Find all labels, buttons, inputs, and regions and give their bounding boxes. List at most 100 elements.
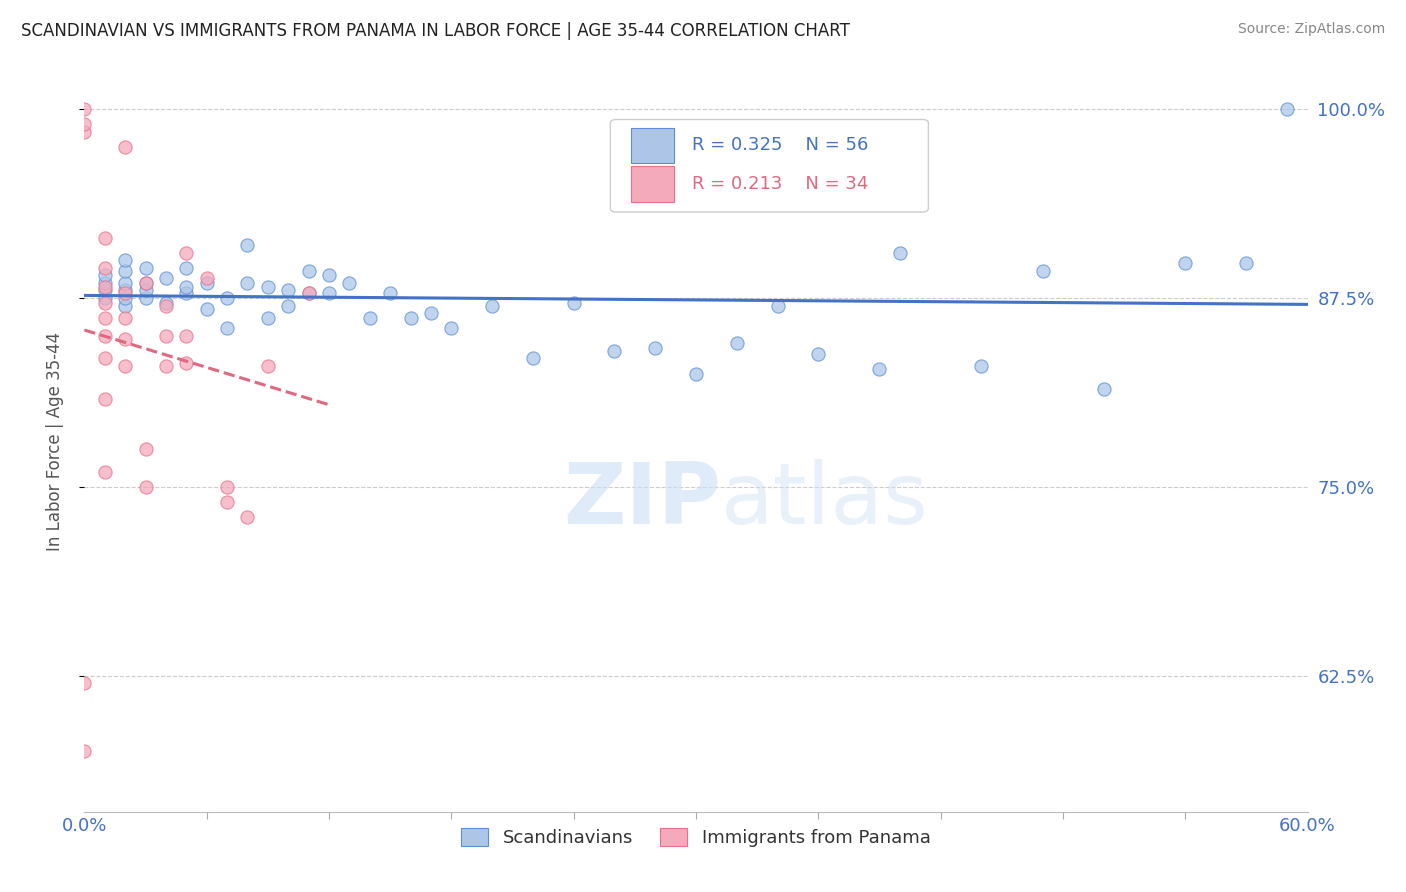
Point <box>114 310 136 325</box>
Point <box>217 291 239 305</box>
Text: Source: ZipAtlas.com: Source: ZipAtlas.com <box>1237 22 1385 37</box>
Point <box>135 442 157 456</box>
Point <box>236 238 259 252</box>
Point <box>73 117 96 131</box>
Point <box>277 284 299 298</box>
Point <box>93 310 115 325</box>
Point <box>73 102 96 116</box>
Point <box>73 125 96 139</box>
Point <box>236 276 259 290</box>
Point <box>257 280 280 294</box>
Point <box>562 295 585 310</box>
Point <box>135 480 157 494</box>
FancyBboxPatch shape <box>631 128 673 163</box>
Point <box>135 276 157 290</box>
Legend: Scandinavians, Immigrants from Panama: Scandinavians, Immigrants from Panama <box>454 821 938 855</box>
Point <box>522 351 544 366</box>
Point <box>195 301 218 316</box>
Point <box>195 271 218 285</box>
Point <box>93 328 115 343</box>
Point <box>73 676 96 690</box>
Point <box>114 264 136 278</box>
Point <box>603 343 626 358</box>
Point <box>73 744 96 758</box>
Point <box>174 286 197 301</box>
Point <box>217 321 239 335</box>
Point <box>725 336 748 351</box>
Point <box>93 276 115 290</box>
FancyBboxPatch shape <box>610 120 928 212</box>
Point <box>155 359 177 373</box>
Point <box>174 245 197 260</box>
Text: ZIP: ZIP <box>562 459 720 542</box>
Point <box>766 299 789 313</box>
Point <box>195 276 218 290</box>
Point <box>93 351 115 366</box>
Point <box>93 268 115 283</box>
Point <box>685 367 707 381</box>
Point <box>155 328 177 343</box>
Y-axis label: In Labor Force | Age 35-44: In Labor Force | Age 35-44 <box>45 332 63 551</box>
Text: R = 0.213    N = 34: R = 0.213 N = 34 <box>692 175 869 193</box>
Point <box>114 291 136 305</box>
FancyBboxPatch shape <box>631 166 673 202</box>
Point <box>93 465 115 479</box>
Point <box>1236 256 1258 270</box>
Point <box>93 392 115 407</box>
Point <box>399 310 422 325</box>
Point <box>440 321 463 335</box>
Point <box>236 510 259 524</box>
Point <box>420 306 443 320</box>
Point <box>135 291 157 305</box>
Point <box>1174 256 1197 270</box>
Point <box>93 295 115 310</box>
Point <box>339 276 361 290</box>
Point <box>359 310 381 325</box>
Point <box>135 284 157 298</box>
Point <box>114 253 136 268</box>
Point <box>869 362 891 376</box>
Point <box>807 347 830 361</box>
Point <box>93 291 115 305</box>
Point <box>970 359 993 373</box>
Point <box>135 276 157 290</box>
Point <box>298 264 321 278</box>
Point <box>135 260 157 275</box>
Point <box>114 299 136 313</box>
Point <box>380 286 402 301</box>
Text: atlas: atlas <box>720 459 928 542</box>
Point <box>174 356 197 370</box>
Point <box>114 332 136 346</box>
Point <box>298 286 321 301</box>
Point <box>889 245 911 260</box>
Point <box>114 284 136 298</box>
Point <box>481 299 503 313</box>
Point <box>93 280 115 294</box>
Point <box>217 495 239 509</box>
Text: R = 0.325    N = 56: R = 0.325 N = 56 <box>692 136 869 154</box>
Point <box>298 286 321 301</box>
Text: SCANDINAVIAN VS IMMIGRANTS FROM PANAMA IN LABOR FORCE | AGE 35-44 CORRELATION CH: SCANDINAVIAN VS IMMIGRANTS FROM PANAMA I… <box>21 22 851 40</box>
Point <box>257 310 280 325</box>
Point <box>1092 382 1115 396</box>
Point <box>174 328 197 343</box>
Point <box>1277 102 1299 116</box>
Point <box>257 359 280 373</box>
Point <box>114 140 136 154</box>
Point <box>155 295 177 310</box>
Point <box>174 260 197 275</box>
Point <box>155 271 177 285</box>
Point <box>217 480 239 494</box>
Point <box>277 299 299 313</box>
Point <box>644 341 666 355</box>
Point <box>318 268 340 283</box>
Point <box>93 230 115 244</box>
Point <box>174 280 197 294</box>
Point <box>93 260 115 275</box>
Point <box>93 284 115 298</box>
Point <box>114 359 136 373</box>
Point <box>114 276 136 290</box>
Point <box>114 286 136 301</box>
Point <box>1032 264 1054 278</box>
Point <box>155 299 177 313</box>
